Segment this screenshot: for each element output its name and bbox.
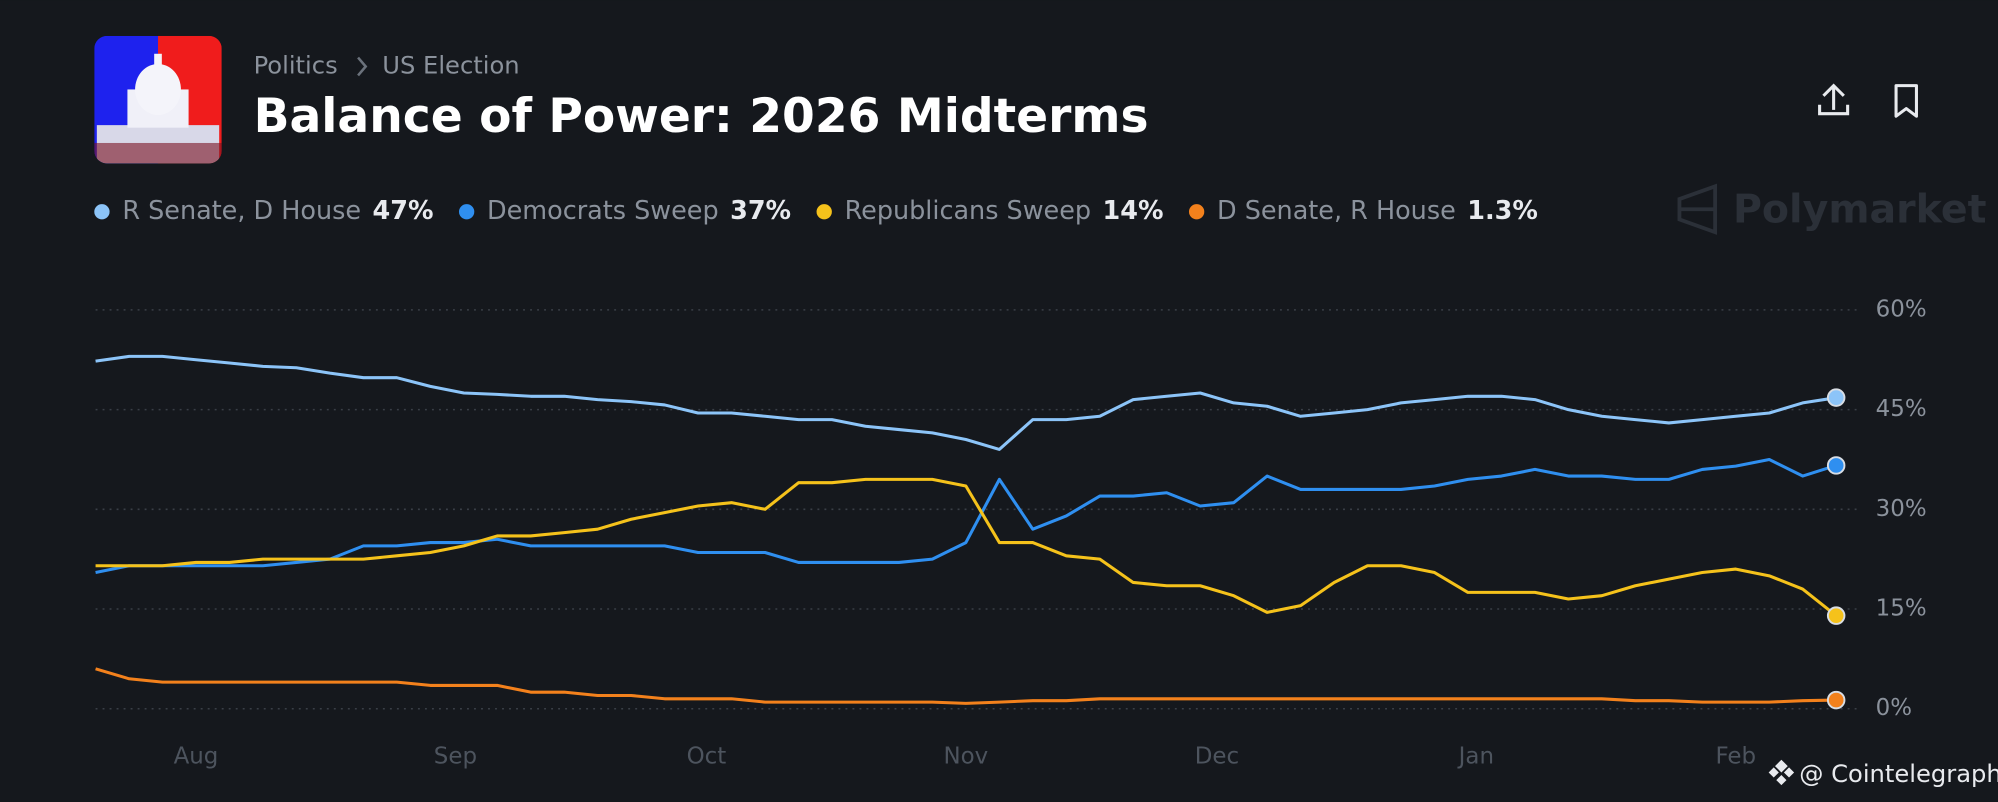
x-tick-label: Sep [434,744,477,770]
title: Balance of Power: 2026 Midterms [254,89,1149,144]
x-tick-label: Oct [687,744,727,770]
x-tick-label: Jan [1457,744,1494,770]
legend-swatch [458,204,475,220]
legend-swatch [816,204,832,220]
legend-swatch [94,204,110,220]
credit: @ Cointelegraph [1799,760,1998,788]
x-tick-label: Aug [174,744,219,770]
breadcrumb[interactable]: Politics [254,52,338,80]
x-tick-label: Feb [1715,744,1756,770]
end-point [1826,456,1846,475]
series-line [95,667,1837,705]
legend-value: 47% [373,196,434,226]
end-point [1826,690,1846,710]
watermark-logo [1677,183,1718,235]
legend-value: 37% [730,196,791,226]
series-line [95,354,1837,451]
legend-label: D Senate, R House [1217,196,1456,226]
market-icon [94,35,222,164]
y-tick-label: 15% [1876,596,1927,622]
share-button[interactable] [1818,83,1850,116]
y-tick-label: 60% [1876,296,1927,322]
x-tick-label: Nov [943,744,988,770]
plot: 0% 15% 30% 45% 60% Aug Sep Oct Nov Dec Jan Feb [95,296,1927,770]
end-point [1826,606,1846,625]
watermark: Polymarket [1733,186,1987,232]
chevron [357,56,368,77]
legend-label: R Senate, D House [122,196,361,226]
series-line [95,477,1838,617]
series-line [95,457,1837,575]
legend-value: 1.3% [1467,196,1538,226]
bookmark-button[interactable] [1894,84,1918,118]
legend-value: 14% [1103,196,1164,226]
legend-swatch [1188,204,1205,220]
breadcrumb[interactable]: US Election [382,52,519,80]
legend-label: Democrats Sweep [487,196,719,226]
legend: R Senate, D House 47% Democrats Sweep 37% Re… [94,196,1538,226]
y-tick-label: 0% [1876,695,1912,721]
y-tick-label: 45% [1876,396,1927,422]
x-tick-label: Dec [1195,744,1239,770]
end-point [1826,388,1846,407]
legend-label: Republicans Sweep [845,196,1091,226]
y-tick-label: 30% [1876,496,1927,522]
